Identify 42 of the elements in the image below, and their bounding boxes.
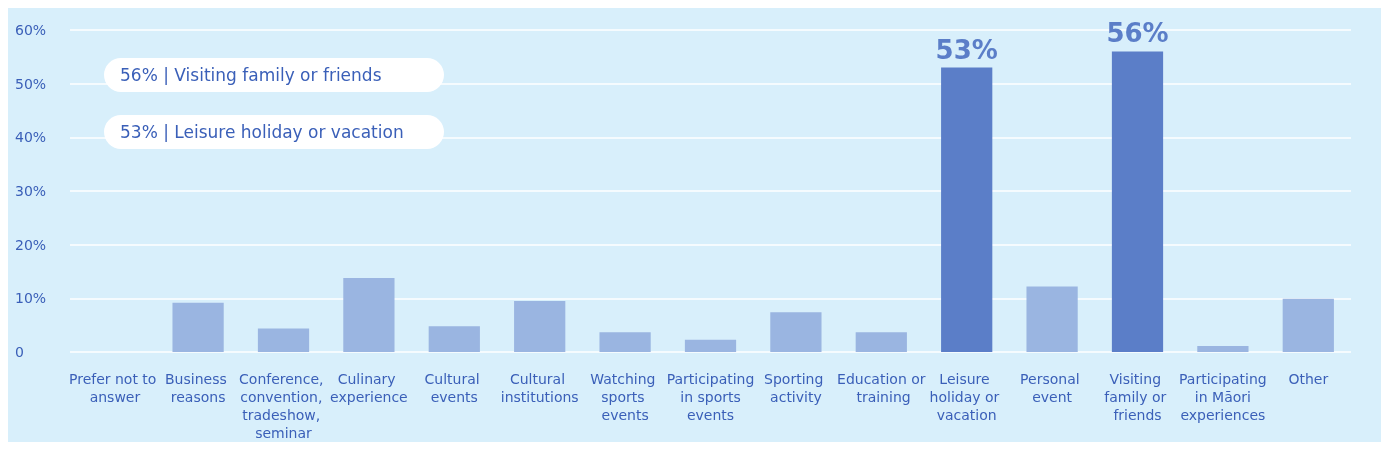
bar	[1111, 51, 1164, 352]
bar	[770, 312, 822, 352]
x-tick-label: Personal event	[1020, 371, 1085, 405]
x-tick-label: Sporting activity	[764, 371, 828, 405]
bar	[941, 67, 993, 352]
x-tick-label: Business reasons	[165, 371, 232, 405]
bar	[428, 326, 480, 352]
x-tick-label: Leisure holiday or vacation	[929, 371, 1004, 423]
bar	[514, 301, 566, 352]
bar	[855, 332, 907, 352]
x-tick-label: Education or training	[837, 371, 926, 405]
x-tick-label: Cultural institutions	[500, 371, 579, 405]
note-pill: 53% | Leisure holiday or vacation	[104, 115, 444, 149]
x-tick-label: Participating in sports events	[666, 371, 755, 423]
y-tick-label: 10%	[15, 290, 47, 307]
bar	[1197, 346, 1249, 352]
y-tick-label: 0	[15, 344, 24, 360]
bar	[684, 339, 737, 352]
x-tick-label: Other	[1288, 371, 1329, 387]
y-tick-label: 40%	[15, 129, 47, 146]
note-pill: 56% | Visiting family or friends	[104, 58, 444, 92]
bar	[1282, 298, 1334, 352]
bar	[343, 277, 395, 352]
x-tick-label: Conference, convention, tradeshow, seminar	[239, 371, 328, 441]
y-tick-label: 50%	[15, 75, 47, 92]
y-tick-label: 60%	[15, 22, 47, 38]
bar	[257, 328, 310, 352]
x-tick-label: Visiting family or friends	[1104, 371, 1171, 423]
annotation: 56% | Visiting family or friends	[120, 65, 382, 85]
x-tick-label: Participating in Māori experiences	[1179, 371, 1267, 423]
y-tick-label: 30%	[15, 183, 47, 199]
bar	[599, 332, 651, 352]
x-tick-label: Prefer not to answer	[68, 371, 157, 405]
y-tick-label: 20%	[15, 236, 47, 253]
x-tick-label: Cultural events	[424, 371, 485, 405]
annotation: 53% | Leisure holiday or vacation	[120, 122, 404, 142]
x-tick-label: Watching sports events	[590, 371, 660, 423]
data-label: 53%	[935, 34, 998, 65]
bar	[172, 302, 224, 352]
x-tick-label: Culinary experience	[330, 371, 408, 405]
data-label: 56%	[1106, 18, 1169, 49]
bar	[1026, 286, 1078, 352]
